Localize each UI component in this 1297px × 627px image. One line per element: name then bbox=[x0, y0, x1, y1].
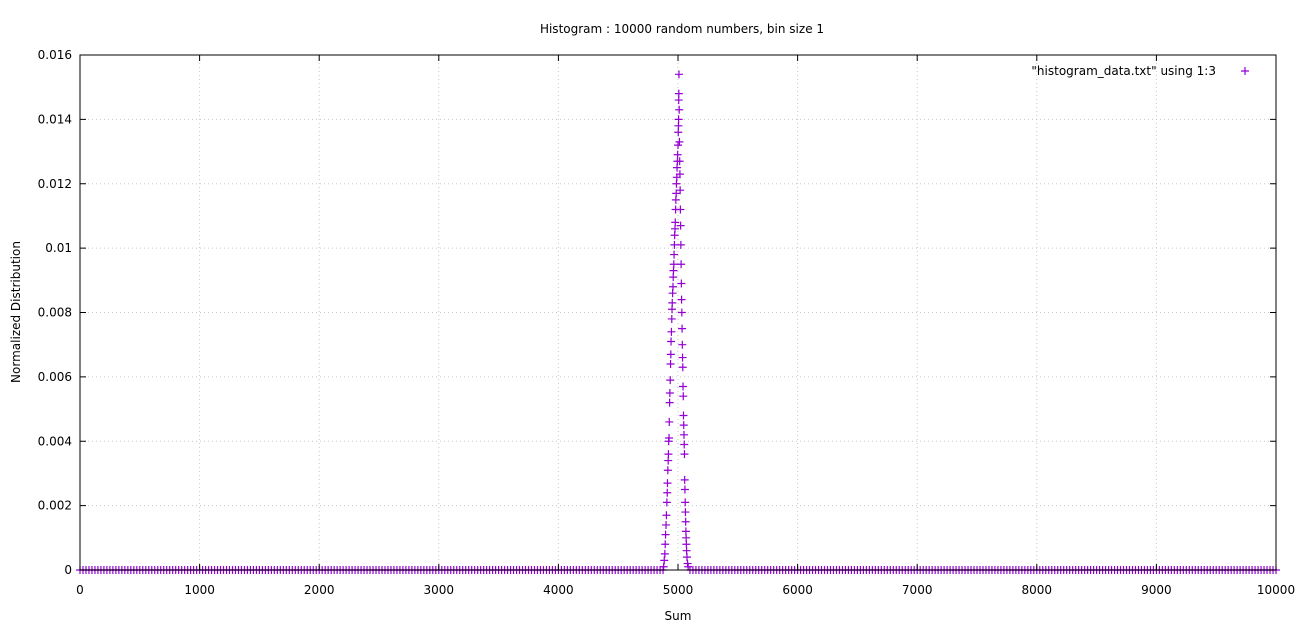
y-axis-ticks: 0 0.002 0.004 0.006 0.008 0.01 0.012 0.014 0.016 bbox=[38, 48, 1276, 577]
data-point bbox=[681, 508, 690, 517]
data-point bbox=[661, 530, 670, 539]
x-tick-label: 3000 bbox=[424, 583, 455, 597]
data-point bbox=[678, 353, 687, 362]
y-axis-label: Normalized Distribution bbox=[9, 241, 23, 383]
x-tick-label: 9000 bbox=[1141, 583, 1172, 597]
legend-marker-plus bbox=[1241, 67, 1249, 75]
data-point bbox=[665, 417, 674, 426]
data-point bbox=[663, 466, 672, 475]
data-point bbox=[675, 137, 684, 146]
legend-label: "histogram_data.txt" using 1:3 bbox=[1031, 64, 1216, 78]
data-point bbox=[678, 363, 687, 372]
x-tick-label: 1000 bbox=[184, 583, 215, 597]
data-point bbox=[680, 440, 689, 449]
data-point bbox=[669, 260, 678, 269]
data-point bbox=[675, 170, 684, 179]
data-point bbox=[675, 105, 684, 114]
data-point bbox=[660, 549, 669, 558]
x-tick-label: 0 bbox=[76, 583, 84, 597]
y-tick-label: 0.014 bbox=[38, 112, 72, 126]
data-point bbox=[677, 279, 686, 288]
legend-marker bbox=[1241, 67, 1249, 75]
x-axis-ticks: 0 1000 2000 3000 4000 5000 6000 7000 8000 9000 100… bbox=[76, 55, 1295, 597]
data-point bbox=[674, 89, 683, 98]
data-point bbox=[679, 421, 688, 430]
data-point bbox=[661, 540, 670, 549]
x-tick-label: 5000 bbox=[663, 583, 694, 597]
data-point bbox=[680, 485, 689, 494]
data-point bbox=[667, 327, 676, 336]
y-tick-label: 0.012 bbox=[38, 177, 72, 191]
data-point bbox=[679, 392, 688, 401]
data-point bbox=[674, 115, 683, 124]
data-point bbox=[679, 382, 688, 391]
x-tick-label: 6000 bbox=[782, 583, 813, 597]
y-tick-label: 0.004 bbox=[38, 434, 72, 448]
data-point bbox=[676, 240, 685, 249]
data-point bbox=[665, 434, 674, 443]
data-point bbox=[668, 282, 677, 291]
data-point bbox=[681, 517, 690, 526]
legend: "histogram_data.txt" using 1:3 bbox=[1031, 64, 1249, 78]
data-point bbox=[662, 520, 671, 529]
data-point bbox=[665, 388, 674, 397]
data-point bbox=[663, 479, 672, 488]
y-tick-label: 0.016 bbox=[38, 48, 72, 62]
data-point bbox=[680, 475, 689, 484]
data-point bbox=[679, 411, 688, 420]
data-point bbox=[680, 450, 689, 459]
data-point bbox=[666, 376, 675, 385]
x-tick-label: 4000 bbox=[543, 583, 574, 597]
data-point bbox=[677, 295, 686, 304]
data-point bbox=[666, 350, 675, 359]
x-tick-label: 8000 bbox=[1022, 583, 1053, 597]
data-point bbox=[678, 324, 687, 333]
x-tick-label: 2000 bbox=[304, 583, 335, 597]
data-point bbox=[668, 298, 677, 307]
y-tick-label: 0.006 bbox=[38, 370, 72, 384]
data-point bbox=[664, 450, 673, 459]
grid-lines bbox=[80, 55, 1276, 570]
data-point bbox=[684, 562, 693, 571]
y-tick-label: 0.008 bbox=[38, 306, 72, 320]
y-tick-label: 0.01 bbox=[45, 241, 72, 255]
data-points bbox=[76, 70, 1280, 574]
y-tick-label: 0.002 bbox=[38, 499, 72, 513]
data-point bbox=[671, 218, 680, 227]
x-tick-label: 10000 bbox=[1257, 583, 1295, 597]
x-tick-label: 7000 bbox=[902, 583, 933, 597]
data-point bbox=[667, 314, 676, 323]
y-tick-label: 0 bbox=[64, 563, 72, 577]
data-point bbox=[676, 221, 685, 230]
data-point bbox=[679, 430, 688, 439]
data-point bbox=[665, 398, 674, 407]
data-point bbox=[667, 337, 676, 346]
data-point bbox=[678, 340, 687, 349]
data-point bbox=[662, 498, 671, 507]
data-point bbox=[674, 70, 683, 79]
x-axis-label: Sum bbox=[665, 609, 692, 623]
data-point bbox=[670, 250, 679, 259]
data-point bbox=[673, 150, 682, 159]
chart-title: Histogram : 10000 random numbers, bin si… bbox=[540, 22, 824, 36]
data-point bbox=[677, 308, 686, 317]
data-point bbox=[677, 260, 686, 269]
data-point bbox=[666, 360, 675, 368]
data-point bbox=[662, 511, 671, 520]
data-point bbox=[681, 498, 690, 507]
data-point bbox=[676, 205, 685, 214]
data-point bbox=[663, 488, 672, 497]
data-point bbox=[675, 157, 684, 166]
data-point bbox=[676, 186, 685, 195]
